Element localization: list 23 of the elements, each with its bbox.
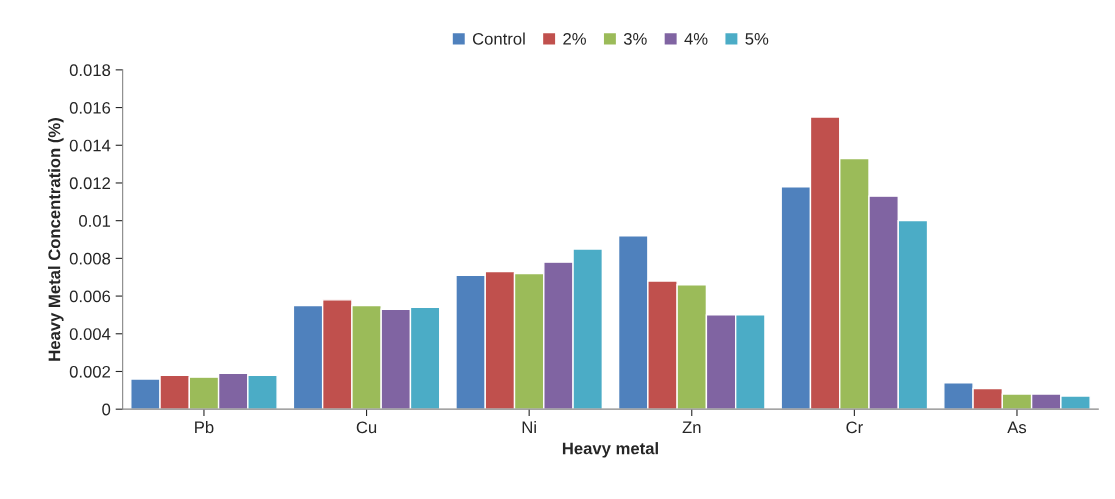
y-tick-label: 0.008 (69, 252, 111, 265)
y-tick-label: 0.006 (69, 290, 111, 303)
x-tick-label: As (1007, 421, 1027, 434)
x-tick-label: Pb (195, 420, 214, 434)
legend-label: Control (472, 32, 525, 45)
legend-label: 3% (623, 32, 647, 45)
y-tick-label: 0.002 (69, 365, 111, 378)
legend-label: 5% (745, 33, 769, 45)
x-tick-label: Cu (356, 421, 377, 434)
y-tick-label: 0.01 (79, 215, 111, 227)
y-tick-label: 0.014 (69, 139, 111, 152)
y-tick-label: 0.012 (69, 177, 111, 190)
x-tick-label: Zn (682, 421, 701, 434)
legend-label: 4% (684, 33, 708, 45)
y-tick-label: 0.016 (69, 101, 111, 114)
x-tick-label: Ni (522, 420, 536, 434)
y-tick-label: 0.004 (69, 328, 111, 340)
y-tick-label: 0.018 (69, 64, 111, 77)
legend-label: 2% (563, 32, 586, 45)
y-axis-title: Heavy Metal Concentration (%) (48, 118, 64, 361)
x-axis-title: Heavy metal (562, 442, 658, 458)
y-tick-label: 0 (102, 403, 111, 416)
x-tick-label: Cr (846, 421, 863, 434)
